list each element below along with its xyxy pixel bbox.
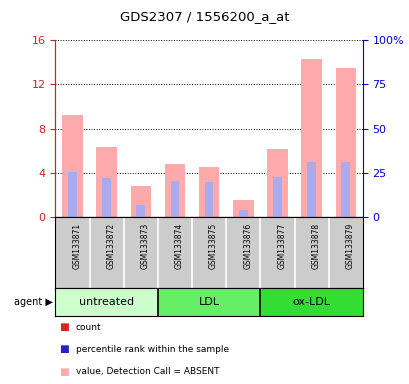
Bar — [267, 149, 287, 217]
Bar — [55, 288, 157, 316]
Text: GSM133875: GSM133875 — [209, 223, 218, 269]
Text: ox-LDL: ox-LDL — [292, 297, 330, 307]
Bar — [335, 68, 355, 217]
Text: count: count — [76, 323, 101, 332]
Text: GSM133878: GSM133878 — [311, 223, 320, 269]
Text: untreated: untreated — [79, 297, 134, 307]
Text: LDL: LDL — [198, 297, 219, 307]
Text: ■: ■ — [59, 344, 69, 354]
Bar — [170, 181, 179, 217]
Bar — [198, 167, 219, 217]
Bar — [307, 162, 315, 217]
Bar — [96, 147, 117, 217]
Text: GSM133871: GSM133871 — [72, 223, 81, 269]
Text: agent ▶: agent ▶ — [14, 297, 53, 307]
Text: GSM133874: GSM133874 — [175, 223, 184, 269]
Bar — [204, 182, 213, 217]
Text: ■: ■ — [59, 322, 69, 332]
Bar — [301, 59, 321, 217]
Bar — [238, 210, 247, 217]
Text: GSM133873: GSM133873 — [140, 223, 149, 269]
Bar — [272, 177, 281, 217]
Text: ■: ■ — [59, 367, 69, 377]
Text: GSM133876: GSM133876 — [243, 223, 252, 269]
Bar — [164, 164, 185, 217]
Bar — [136, 205, 145, 217]
Bar — [260, 288, 362, 316]
Text: GSM133872: GSM133872 — [106, 223, 115, 269]
Text: GSM133877: GSM133877 — [277, 223, 286, 269]
Bar — [130, 186, 151, 217]
Text: GDS2307 / 1556200_a_at: GDS2307 / 1556200_a_at — [120, 10, 289, 23]
Text: GSM133879: GSM133879 — [345, 223, 354, 269]
Bar — [68, 172, 76, 217]
Text: percentile rank within the sample: percentile rank within the sample — [76, 345, 228, 354]
Bar — [157, 288, 260, 316]
Bar — [102, 179, 110, 217]
Bar — [62, 116, 83, 217]
Bar — [232, 200, 253, 217]
Text: value, Detection Call = ABSENT: value, Detection Call = ABSENT — [76, 367, 219, 376]
Bar — [341, 162, 349, 217]
